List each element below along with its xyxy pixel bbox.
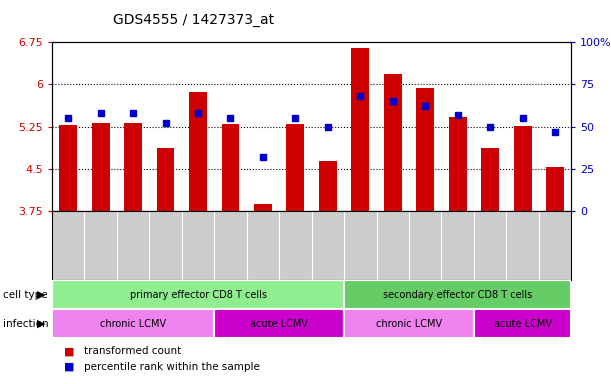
Bar [254, 204, 272, 211]
Bar [474, 309, 571, 338]
Bar [514, 126, 532, 211]
Bar [287, 124, 304, 211]
Text: infection: infection [3, 318, 49, 329]
Bar [189, 92, 207, 211]
Bar [319, 161, 337, 211]
Text: chronic LCMV: chronic LCMV [376, 318, 442, 329]
Bar [222, 124, 240, 211]
Text: acute LCMV: acute LCMV [494, 318, 552, 329]
Bar [344, 309, 474, 338]
Text: transformed count: transformed count [84, 346, 181, 356]
Text: ■: ■ [64, 346, 75, 356]
Bar [351, 48, 369, 211]
Bar [448, 117, 467, 211]
Bar [124, 123, 142, 211]
Text: ■: ■ [64, 362, 75, 372]
Bar [546, 167, 564, 211]
Bar [92, 123, 109, 211]
Bar [384, 74, 401, 211]
Text: percentile rank within the sample: percentile rank within the sample [84, 362, 260, 372]
Text: primary effector CD8 T cells: primary effector CD8 T cells [130, 290, 266, 300]
Text: secondary effector CD8 T cells: secondary effector CD8 T cells [383, 290, 532, 300]
Bar [52, 309, 214, 338]
Text: ▶: ▶ [37, 290, 45, 300]
Bar [59, 125, 77, 211]
Bar [52, 280, 344, 309]
Text: ▶: ▶ [37, 318, 45, 329]
Bar [214, 309, 344, 338]
Bar [416, 88, 434, 211]
Bar [156, 147, 175, 211]
Text: cell type: cell type [3, 290, 48, 300]
Text: chronic LCMV: chronic LCMV [100, 318, 166, 329]
Bar [344, 280, 571, 309]
Text: acute LCMV: acute LCMV [250, 318, 308, 329]
Text: GDS4555 / 1427373_at: GDS4555 / 1427373_at [113, 13, 274, 27]
Bar [481, 147, 499, 211]
